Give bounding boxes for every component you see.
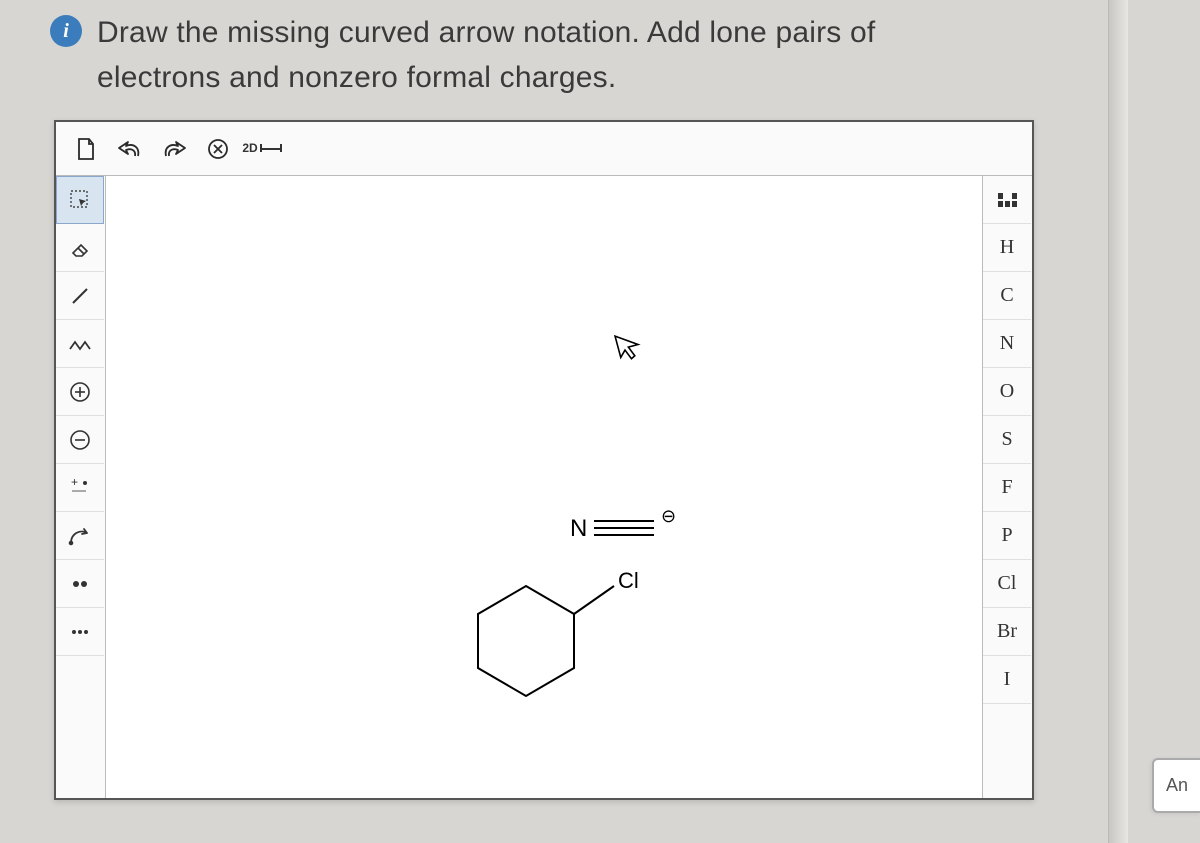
cursor-icon — [612, 328, 647, 370]
curved-arrow-tool[interactable] — [56, 512, 104, 560]
chain-tool[interactable] — [56, 320, 104, 368]
top-toolbar: 2D — [56, 122, 1032, 176]
element-o[interactable]: O — [983, 368, 1031, 416]
element-s[interactable]: S — [983, 416, 1031, 464]
mode-2d-label: 2D — [242, 141, 257, 155]
structure-editor: 2D — [54, 120, 1034, 800]
label-cl: Cl — [618, 568, 639, 593]
mode-2d-toggle[interactable]: 2D — [242, 129, 282, 169]
select-tool[interactable] — [56, 176, 104, 224]
element-cl[interactable]: Cl — [983, 560, 1031, 608]
redo-button[interactable] — [154, 129, 194, 169]
more-tools[interactable] — [56, 608, 104, 656]
instruction-line-2: electrons and nonzero formal charges. — [97, 61, 616, 94]
radical-tool[interactable]: + — [56, 464, 104, 512]
label-n: N — [570, 515, 587, 542]
chemical-structure: Cl N ⊖ — [446, 456, 706, 716]
answer-tab[interactable]: An — [1152, 758, 1200, 813]
eraser-tool[interactable] — [56, 224, 104, 272]
new-document-button[interactable] — [66, 129, 106, 169]
left-toolbar: + — [56, 176, 106, 798]
element-p[interactable]: P — [983, 512, 1031, 560]
instruction-line-1: Draw the missing curved arrow notation. … — [97, 16, 875, 49]
delete-button[interactable] — [198, 129, 238, 169]
charge-minus-tool[interactable] — [56, 416, 104, 464]
element-n[interactable]: N — [983, 320, 1031, 368]
info-icon: i — [50, 15, 82, 47]
periodic-table-icon — [998, 193, 1017, 207]
page-scrollbar[interactable] — [1108, 0, 1128, 843]
periodic-table-button[interactable] — [983, 176, 1031, 224]
charge-plus-tool[interactable] — [56, 368, 104, 416]
svg-text:+: + — [71, 476, 78, 489]
instruction-text: Draw the missing curved arrow notation. … — [97, 10, 875, 100]
charge-minus-label: ⊖ — [661, 506, 676, 526]
element-br[interactable]: Br — [983, 608, 1031, 656]
right-toolbar: H C N O S F P Cl Br I — [982, 176, 1032, 798]
answer-tab-label: An — [1166, 775, 1188, 796]
element-i[interactable]: I — [983, 656, 1031, 704]
element-f[interactable]: F — [983, 464, 1031, 512]
undo-button[interactable] — [110, 129, 150, 169]
drawing-canvas[interactable]: Cl N ⊖ — [106, 176, 982, 798]
element-c[interactable]: C — [983, 272, 1031, 320]
element-h[interactable]: H — [983, 224, 1031, 272]
lone-pair-tool[interactable] — [56, 560, 104, 608]
single-bond-tool[interactable] — [56, 272, 104, 320]
